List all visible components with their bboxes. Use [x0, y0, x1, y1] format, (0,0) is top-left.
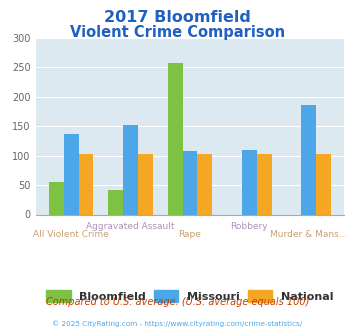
Bar — [242, 150, 257, 214]
Bar — [123, 125, 138, 214]
Text: Aggravated Assault: Aggravated Assault — [86, 222, 175, 231]
Text: Compared to U.S. average. (U.S. average equals 100): Compared to U.S. average. (U.S. average … — [46, 297, 309, 307]
Legend: Bloomfield, Missouri, National: Bloomfield, Missouri, National — [43, 287, 337, 305]
Bar — [138, 154, 153, 214]
Bar — [108, 190, 123, 214]
Text: © 2025 CityRating.com - https://www.cityrating.com/crime-statistics/: © 2025 CityRating.com - https://www.city… — [53, 320, 302, 327]
Text: All Violent Crime: All Violent Crime — [33, 230, 109, 239]
Text: Violent Crime Comparison: Violent Crime Comparison — [70, 25, 285, 40]
Bar — [316, 154, 331, 214]
Bar — [197, 154, 212, 214]
Bar — [301, 105, 316, 214]
Text: Rape: Rape — [179, 230, 201, 239]
Bar — [168, 63, 182, 214]
Bar — [182, 151, 197, 214]
Text: Robbery: Robbery — [230, 222, 268, 231]
Text: 2017 Bloomfield: 2017 Bloomfield — [104, 10, 251, 25]
Bar — [78, 154, 93, 214]
Bar — [49, 182, 64, 214]
Bar — [257, 154, 272, 214]
Text: Murder & Mans...: Murder & Mans... — [270, 230, 348, 239]
Bar — [64, 134, 78, 214]
